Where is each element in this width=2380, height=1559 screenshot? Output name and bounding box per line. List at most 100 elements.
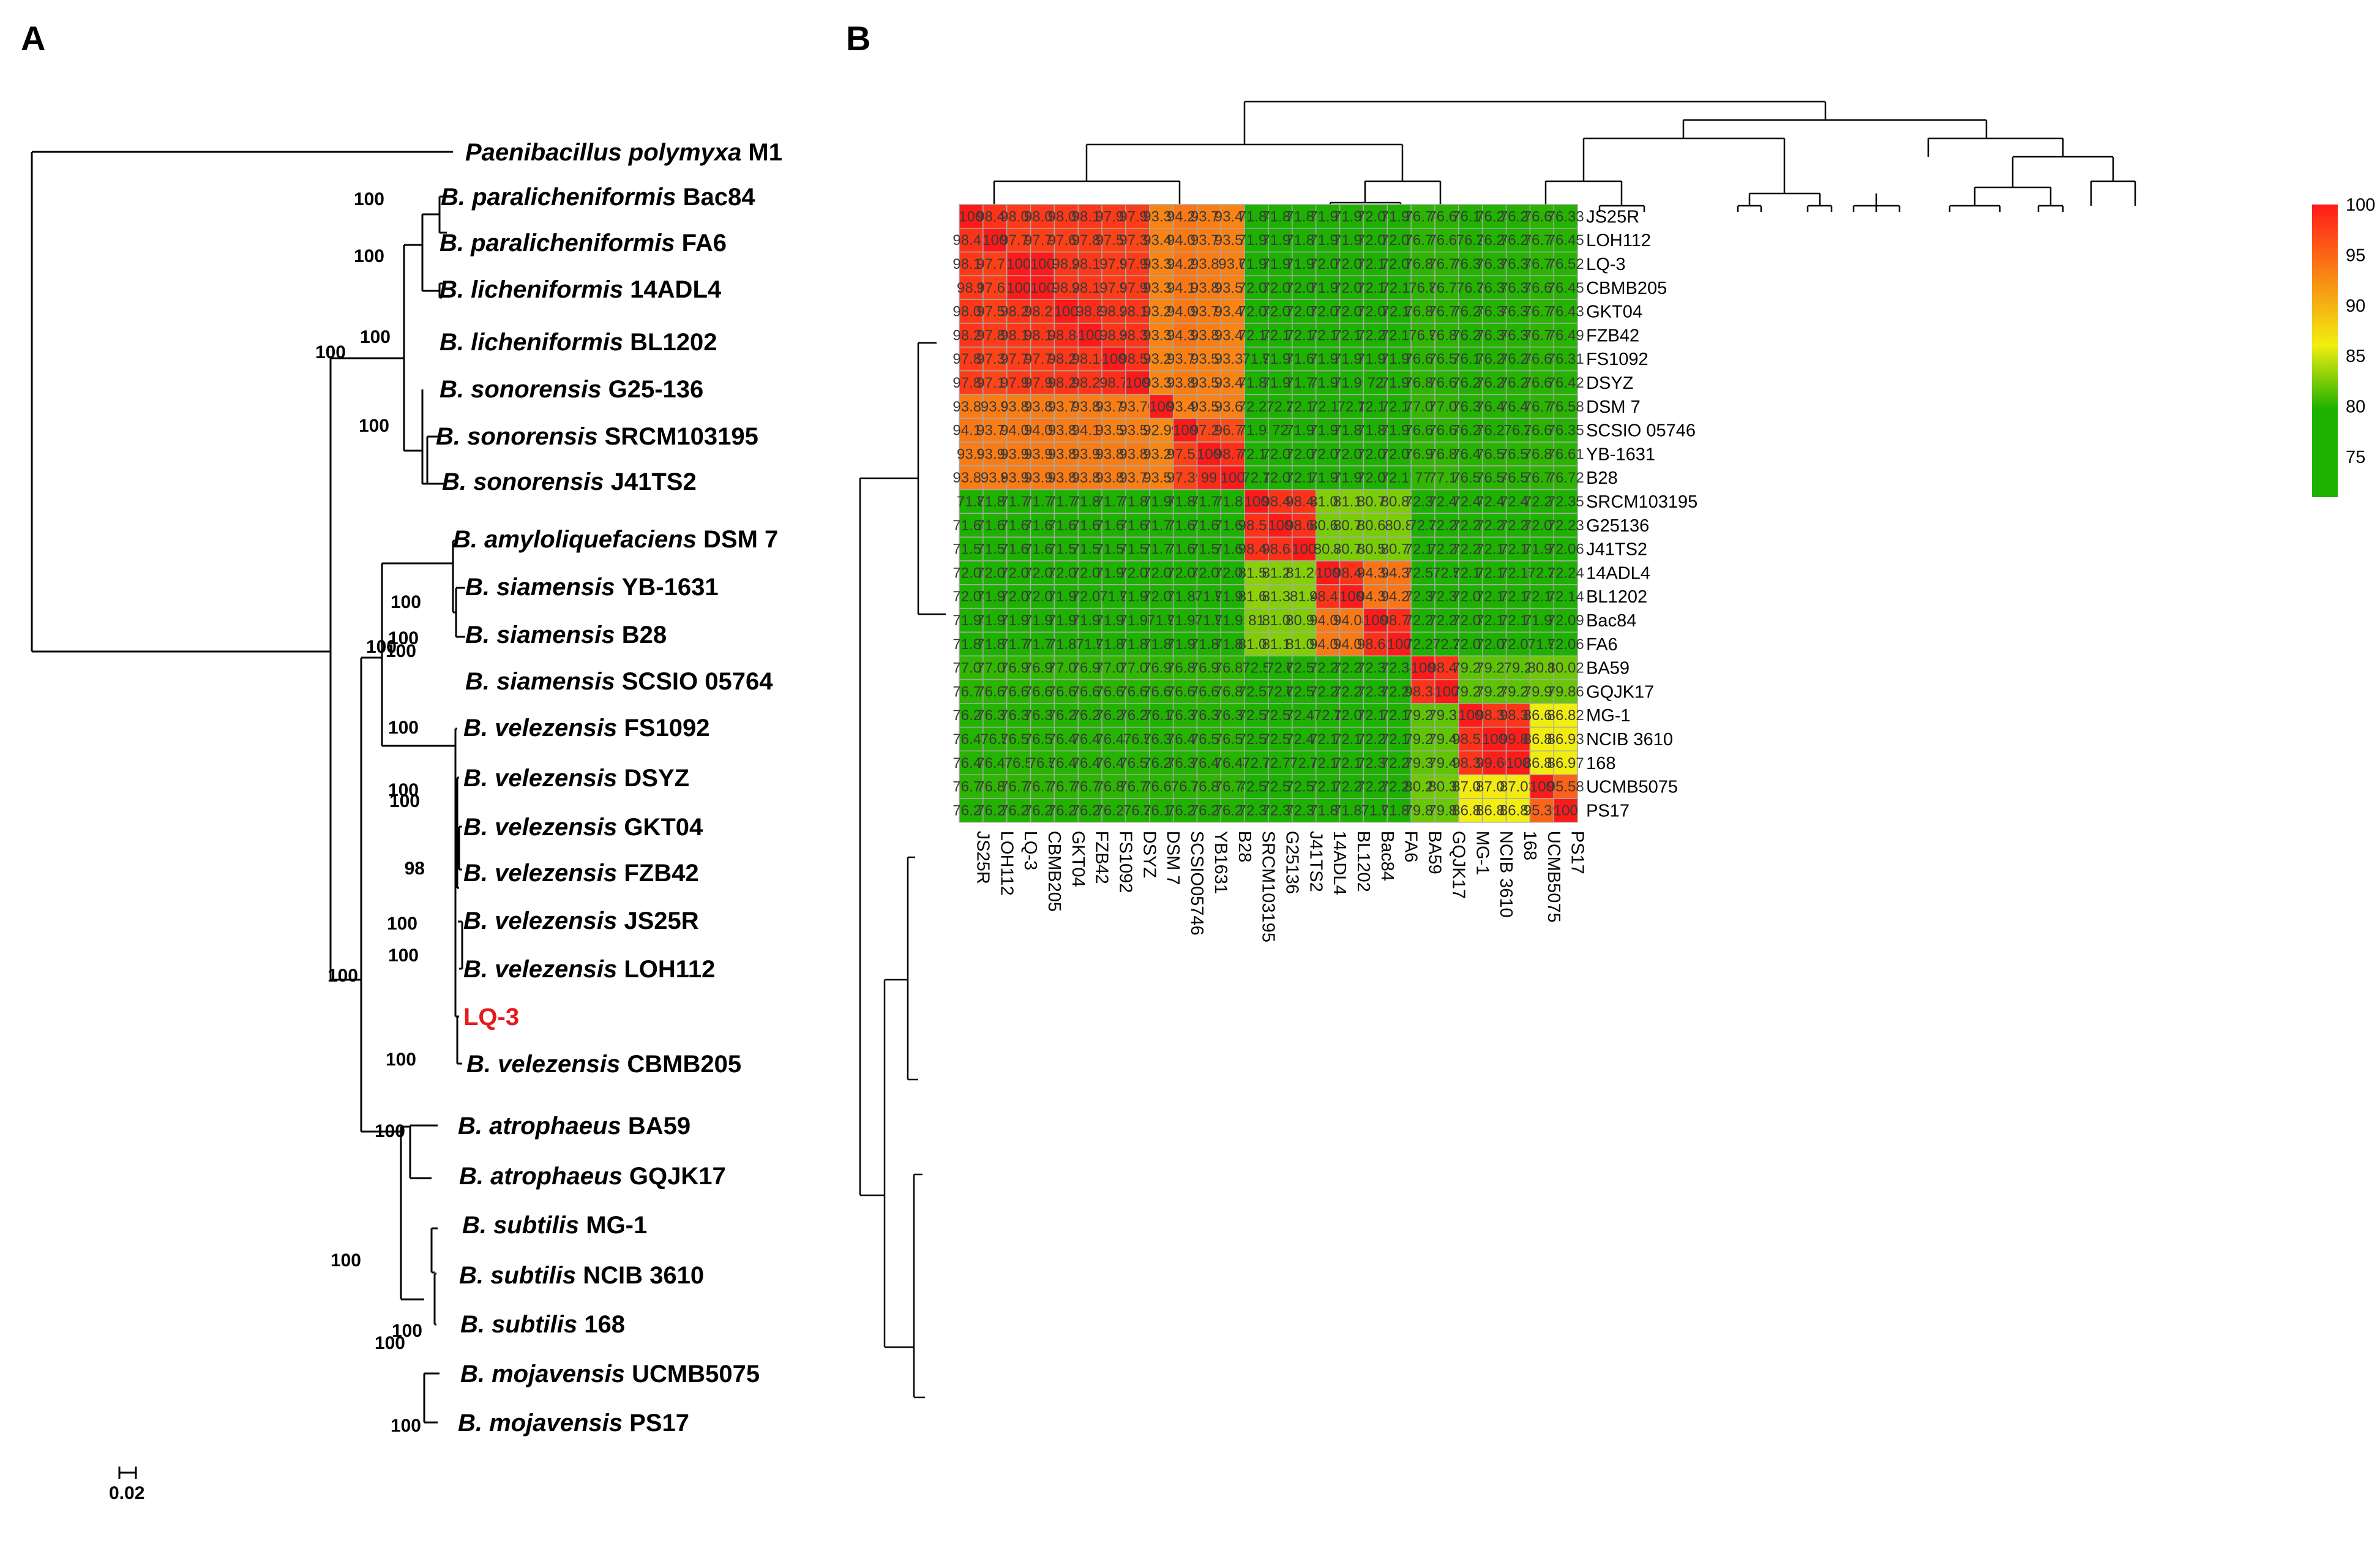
heatmap-cell [1172, 418, 1198, 443]
tree-branches [31, 151, 465, 1424]
heatmap-cell [1363, 798, 1388, 823]
heatmap-cell [1196, 489, 1222, 514]
taxon-species: B. siamensis [465, 622, 622, 648]
heatmap-cell [1315, 228, 1341, 253]
heatmap-cell [1220, 513, 1245, 538]
heatmap-cell-value: 79.2 [1504, 660, 1533, 677]
bootstrap-value: 100 [359, 416, 389, 436]
taxon-species: B. subtilis [462, 1212, 586, 1239]
heatmap-cell [1053, 418, 1079, 443]
heatmap-cell [1030, 370, 1055, 396]
heatmap-cell-value: 72.23 [1547, 517, 1584, 534]
column-dendrogram [993, 100, 2136, 212]
heatmap-cell [1339, 251, 1364, 277]
heatmap-cell [1553, 228, 1578, 253]
heatmap-cell [1196, 584, 1222, 609]
heatmap-cell [1172, 323, 1198, 348]
bootstrap-value: 100 [375, 1121, 405, 1141]
heatmap-cell [1053, 560, 1079, 585]
heatmap-cell [1363, 750, 1388, 775]
heatmap-cell [1553, 703, 1578, 728]
heatmap-cell [1125, 798, 1150, 823]
bootstrap-value: 100 [366, 637, 397, 657]
heatmap-cell [1244, 228, 1269, 253]
heatmap-cell [1125, 536, 1150, 562]
heatmap-cell [1149, 631, 1174, 656]
heatmap-column-label: SCSIO05746 [1187, 831, 1207, 936]
taxon-species: B. licheniformis [440, 329, 630, 356]
taxon-label: B. sonorensis J41TS2 [442, 468, 697, 495]
heatmap-cell [1244, 465, 1269, 490]
heatmap-column-label: GQJK17 [1448, 831, 1468, 899]
heatmap-cell [1481, 204, 1507, 229]
heatmap-cell [1149, 228, 1174, 253]
taxon-label: B. atrophaeus BA59 [458, 1113, 690, 1140]
heatmap-cell [1220, 299, 1245, 324]
heatmap-cell [1196, 465, 1222, 490]
heatmap-cell-value: 80.8 [1385, 517, 1413, 534]
heatmap-cell [1339, 275, 1364, 300]
heatmap-cell [1077, 513, 1102, 538]
heatmap-cell [1553, 370, 1578, 396]
heatmap-cell [1458, 584, 1483, 609]
heatmap-cell-value: 100 [1221, 470, 1245, 486]
heatmap-cell [1292, 347, 1317, 372]
heatmap-cell [959, 679, 984, 704]
heatmap-cell [1196, 228, 1222, 253]
scale-bar-label: 0.02 [109, 1483, 144, 1503]
bootstrap-value: 100 [354, 189, 384, 209]
taxon-strain: DSYZ [624, 765, 689, 792]
color-scale-legend: 100 95 90 85 80 75 [2312, 195, 2375, 497]
heatmap-column-label: Bac84 [1377, 831, 1397, 881]
heatmap-cell [959, 584, 984, 609]
heatmap-cell [1006, 798, 1031, 823]
heatmap-cell [1077, 465, 1102, 490]
heatmap-cell [1172, 347, 1198, 372]
heatmap-cell-value: 100 [1078, 327, 1102, 344]
taxon-label: B. velezensis LOH112 [463, 956, 715, 983]
heatmap-cell [1529, 679, 1554, 704]
heatmap-cell [1386, 798, 1412, 823]
bootstrap-value: 100 [388, 780, 419, 800]
heatmap-cell [1172, 513, 1198, 538]
heatmap-cell-value: 86.97 [1547, 755, 1584, 772]
heatmap-cell [1006, 275, 1031, 300]
heatmap-cell [1220, 774, 1245, 799]
heatmap-cell [1053, 323, 1079, 348]
heatmap-cell [959, 204, 984, 229]
heatmap-cell-value: 100 [1363, 612, 1388, 629]
heatmap-cell-value: 100 [1268, 517, 1292, 534]
heatmap-cell-value: 100 [1411, 660, 1435, 677]
heatmap-cell-value: 71.9 [1076, 636, 1104, 653]
heatmap-cell-value: 72.1 [1242, 470, 1271, 486]
bootstrap-value: 100 [388, 628, 419, 648]
taxon-species: B. subtilis [460, 1311, 584, 1338]
heatmap-cell [1529, 726, 1554, 752]
heatmap-cell-value: 100 [959, 208, 983, 225]
heatmap-cell [1101, 679, 1126, 704]
heatmap-row-label: MG-1 [1586, 706, 1631, 726]
heatmap-cell [982, 299, 1008, 324]
taxon-label: B. licheniformis BL1202 [440, 329, 717, 356]
bootstrap-value: 100 [327, 966, 358, 986]
taxon-label: B. subtilis 168 [460, 1311, 625, 1338]
heatmap-cell [1268, 323, 1293, 348]
heatmap-cell-value: 80.7 [1314, 541, 1342, 558]
taxon-label: Paenibacillus polymyxa M1 [465, 139, 782, 166]
heatmap-cell [1220, 703, 1245, 728]
heatmap-cell [982, 418, 1008, 443]
heatmap-cell-value: 100 [1149, 399, 1173, 415]
heatmap-cell [1410, 607, 1435, 633]
taxon-species: B. velezensis [463, 860, 624, 887]
heatmap-cell [1505, 441, 1531, 467]
heatmap-cell-value: 72.6 [1266, 683, 1295, 700]
heatmap-cell-value: 95.58 [1547, 779, 1584, 795]
heatmap-row-label: CBMB205 [1586, 279, 1667, 298]
heatmap-cell [1386, 347, 1412, 372]
heatmap-cell [1196, 441, 1222, 467]
heatmap-cell [1172, 631, 1198, 656]
heatmap-cell [982, 607, 1008, 633]
heatmap-row-label: PS17 [1586, 801, 1630, 821]
heatmap-cell [1196, 703, 1222, 728]
